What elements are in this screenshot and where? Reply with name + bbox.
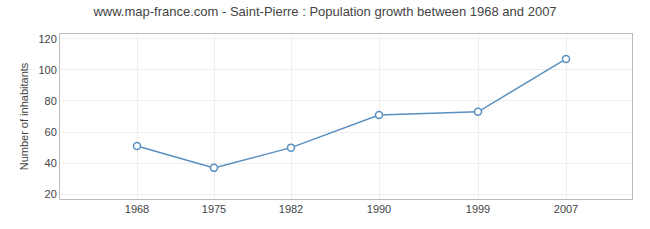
svg-text:1975: 1975 [202, 203, 226, 215]
svg-text:1982: 1982 [279, 203, 303, 215]
svg-text:1999: 1999 [466, 203, 490, 215]
svg-text:20: 20 [45, 188, 57, 200]
svg-text:80: 80 [45, 95, 57, 107]
svg-text:Number of inhabitants: Number of inhabitants [18, 62, 30, 170]
svg-text:100: 100 [38, 64, 56, 76]
svg-text:1968: 1968 [125, 203, 149, 215]
svg-text:2007: 2007 [554, 203, 578, 215]
svg-text:1990: 1990 [367, 203, 391, 215]
svg-text:www.map-france.com - Saint-Pie: www.map-france.com - Saint-Pierre : Popu… [92, 4, 556, 19]
svg-text:120: 120 [38, 33, 56, 45]
svg-text:60: 60 [45, 126, 57, 138]
svg-text:40: 40 [45, 157, 57, 169]
